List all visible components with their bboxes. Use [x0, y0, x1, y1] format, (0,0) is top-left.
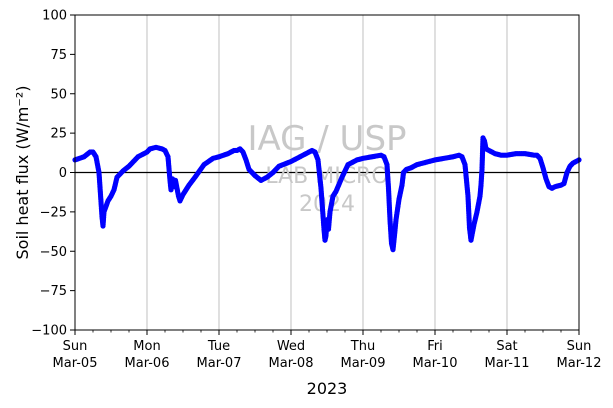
- x-tick-label-date: Mar-05: [53, 356, 98, 371]
- watermark: IAG / USP LAB MICRO 2024: [247, 119, 406, 217]
- x-tick-label-date: Mar-08: [269, 356, 314, 371]
- x-tick-label-day: Sun: [63, 339, 88, 354]
- x-tick-label-date: Mar-09: [341, 356, 386, 371]
- watermark-line-2: LAB MICRO: [265, 164, 388, 189]
- x-tick-label-day: Wed: [277, 339, 305, 354]
- data-series: [72, 135, 582, 253]
- y-tick-label: 50: [50, 87, 67, 102]
- y-tick-label: −100: [31, 324, 67, 339]
- x-tick-label-date: Mar-07: [197, 356, 242, 371]
- y-tick-label: 0: [59, 166, 67, 181]
- y-tick-label: 25: [50, 127, 67, 142]
- y-tick-label: −75: [40, 284, 67, 299]
- x-tick-label-day: Tue: [207, 339, 230, 354]
- x-tick-label-day: Mon: [133, 339, 160, 354]
- x-tick-label-day: Sat: [496, 339, 517, 354]
- x-tick-label-date: Mar-06: [125, 356, 170, 371]
- x-tick-label-day: Sun: [567, 339, 592, 354]
- y-axis-label: Soil heat flux (W/m⁻²): [13, 86, 32, 260]
- x-axis-label: 2023: [307, 379, 348, 398]
- y-tick-label: 100: [42, 9, 67, 24]
- x-tick-label-date: Mar-10: [413, 356, 458, 371]
- x-tick-label-date: Mar-11: [485, 356, 530, 371]
- y-tick-label: −25: [40, 205, 67, 220]
- y-tick-label: −50: [40, 245, 67, 260]
- y-axis: 100 75 50 25 0 −25 −50 −75 −100: [31, 9, 75, 339]
- x-axis: Sun Mar-05 Mon Mar-06 Tue Mar-07 Wed Mar-08 Thu M…: [53, 330, 602, 371]
- x-tick-label-day: Thu: [350, 339, 375, 354]
- watermark-line-1: IAG / USP: [247, 119, 406, 159]
- watermark-line-3: 2024: [299, 192, 355, 217]
- x-tick-label-day: Fri: [427, 339, 443, 354]
- y-tick-label: 75: [50, 48, 67, 63]
- x-tick-label-date: Mar-12: [557, 356, 602, 371]
